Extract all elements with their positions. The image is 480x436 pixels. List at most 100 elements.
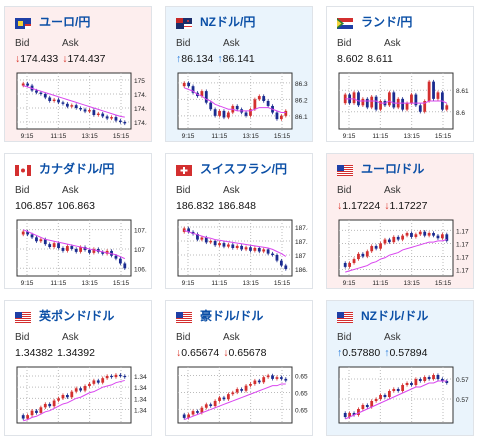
candle bbox=[361, 405, 365, 409]
chart-container[interactable]: 175 174.8 174.6 174.4 9:15 11:15 13:15 15:15 bbox=[13, 71, 147, 139]
candle bbox=[123, 263, 127, 269]
y-tick-label: 1.343 bbox=[134, 385, 147, 392]
price-chart: 0.657 0.656 0.655 bbox=[177, 366, 308, 424]
candle bbox=[191, 86, 195, 93]
y-tick-label: 86.3 bbox=[295, 81, 308, 88]
candle bbox=[383, 395, 387, 397]
ask-number: 106.863 bbox=[56, 200, 95, 212]
candle bbox=[70, 105, 74, 107]
rate-card-cadjpy[interactable]: カナダドル/円 Bid Ask 106.857 106.863 107.2 107 106.8… bbox=[4, 153, 152, 289]
rate-card-nzdjpy[interactable]: NZドル/円 Bid Ask ↑86.134 ↑86.141 86.3 86.2 86.1 9:… bbox=[165, 6, 313, 142]
candle bbox=[114, 255, 118, 259]
candle bbox=[57, 99, 60, 103]
chart-container[interactable]: 0.657 0.656 0.655 bbox=[174, 365, 308, 433]
candle bbox=[396, 236, 400, 240]
candle bbox=[396, 389, 400, 391]
x-tick-label: 9:15 bbox=[21, 133, 34, 139]
candle bbox=[436, 375, 440, 379]
chart-container[interactable]: 1.173 1.172 1.171 1.17 9:15 11:15 13:15 15:15 bbox=[335, 218, 469, 286]
currency-pair-link[interactable]: 豪ドル/ドル bbox=[200, 308, 264, 323]
currency-pair-link[interactable]: スイスフラン/円 bbox=[200, 161, 287, 176]
rate-card-chfjpy[interactable]: スイスフラン/円BidAsk186.832186.848187.4187.218… bbox=[165, 153, 313, 289]
rate-values: 106.857 106.863 bbox=[15, 200, 95, 212]
candle bbox=[213, 241, 217, 246]
candle bbox=[414, 94, 418, 106]
y-tick-label: 1.342 bbox=[134, 396, 147, 403]
x-tick-label: 9:15 bbox=[21, 280, 34, 286]
candle bbox=[279, 260, 283, 266]
candle bbox=[279, 115, 283, 120]
currency-pair-link[interactable]: ランド/円 bbox=[361, 14, 413, 29]
candle bbox=[343, 413, 347, 417]
candle bbox=[410, 383, 413, 385]
bid-label: Bid bbox=[176, 185, 191, 196]
chart-container[interactable]: 86.3 86.2 86.1 9:15 11:15 13:15 15:15 bbox=[174, 71, 308, 139]
moving-average-line bbox=[184, 87, 286, 114]
candle bbox=[213, 109, 217, 116]
candle bbox=[114, 117, 118, 121]
ask-number: 0.57894 bbox=[389, 347, 428, 359]
chart-container[interactable]: 107.2 107 106.8 9:15 11:15 13:15 15:15 bbox=[13, 218, 147, 286]
rate-card-eurusd[interactable]: ユーロ/ドルBidAsk↓1.17224↓1.172271.1731.1721.… bbox=[326, 153, 474, 289]
price-chart: 86.3 86.2 86.1 9:15 11:15 13:15 15:15 bbox=[177, 72, 308, 139]
currency-pair-link[interactable]: ユーロ/ドル bbox=[361, 161, 425, 176]
candle bbox=[83, 109, 87, 112]
candle bbox=[48, 244, 52, 248]
ask-label: Ask bbox=[62, 38, 79, 49]
candle bbox=[204, 91, 208, 103]
ask-value: ↓1.17227 bbox=[384, 200, 427, 212]
x-tick-label: 9:15 bbox=[182, 280, 195, 286]
candle bbox=[52, 400, 56, 407]
ask-number: 186.848 bbox=[217, 200, 256, 212]
candle bbox=[249, 247, 252, 251]
candle bbox=[105, 116, 109, 119]
price-chart: 107.2 107 106.8 9:15 11:15 13:15 15:15 bbox=[16, 219, 147, 286]
currency-pair-link[interactable]: 英ポンド/ドル bbox=[39, 308, 115, 323]
currency-pair-link[interactable]: カナダドル/円 bbox=[39, 161, 115, 176]
chart-container[interactable]: 1.344 1.343 1.342 1.341 bbox=[13, 365, 147, 433]
chart-plot-area bbox=[16, 219, 132, 277]
x-tick-label: 13:15 bbox=[404, 133, 421, 139]
chart-container[interactable]: 187.4 187.2 187 186.8 9:15 11:15 13:15 15:15 bbox=[174, 218, 308, 286]
x-tick-label: 11:15 bbox=[372, 133, 388, 139]
chart-plot-area bbox=[177, 72, 293, 130]
candle bbox=[357, 253, 360, 260]
candle bbox=[387, 239, 391, 243]
arrow-up-icon: ↑ bbox=[384, 347, 390, 359]
rate-card-gbpusd[interactable]: 英ポンド/ドルBidAsk1.343821.343921.3441.3431.3… bbox=[4, 300, 152, 436]
currency-pair-link[interactable]: NZドル/ドル bbox=[361, 308, 429, 323]
candle bbox=[235, 245, 239, 248]
candle bbox=[361, 253, 365, 257]
bid-value: 106.857 bbox=[15, 200, 53, 212]
currency-pair-link[interactable]: ユーロ/円 bbox=[39, 14, 91, 29]
y-tick-label: 174.6 bbox=[134, 106, 147, 113]
rate-card-audusd[interactable]: 豪ドル/ドルBidAsk↓0.65674↓0.656780.6570.6560.… bbox=[165, 300, 313, 436]
chart-container[interactable]: 0.579 0.578 bbox=[335, 365, 469, 433]
rate-card-zarjpy[interactable]: ランド/円 Bid Ask 8.602 8.611 8.61 8.6 9:15 11:15 13:… bbox=[326, 6, 474, 142]
rate-card-eurjpy[interactable]: ユーロ/円BidAsk↓174.433↓174.437175174.8174.6… bbox=[4, 6, 152, 142]
arrow-up-icon: ↑ bbox=[337, 347, 343, 359]
bid-value: ↓174.433 bbox=[15, 53, 58, 65]
y-tick-label: 1.344 bbox=[134, 374, 147, 381]
bid-label: Bid bbox=[15, 185, 30, 196]
x-tick-label: 13:15 bbox=[404, 280, 421, 286]
candle bbox=[83, 386, 87, 391]
chart-container[interactable]: 8.61 8.6 9:15 11:15 13:15 15:15 bbox=[335, 71, 469, 139]
bid-value: ↓0.65674 bbox=[176, 347, 219, 359]
candle bbox=[26, 415, 30, 419]
ask-label: Ask bbox=[62, 332, 79, 343]
arrow-down-icon: ↓ bbox=[176, 347, 182, 359]
ask-number: 0.65678 bbox=[228, 347, 267, 359]
currency-pair-link[interactable]: NZドル/円 bbox=[200, 14, 256, 29]
candle bbox=[118, 374, 122, 376]
candle bbox=[440, 379, 444, 381]
rate-values: ↑86.134 ↑86.141 bbox=[176, 53, 255, 65]
bid-number: 186.832 bbox=[176, 200, 214, 212]
candle bbox=[383, 239, 387, 244]
candle bbox=[379, 243, 382, 249]
candle bbox=[370, 246, 374, 252]
y-tick-label: 8.61 bbox=[456, 88, 469, 95]
candle bbox=[52, 99, 56, 101]
moving-average-line bbox=[345, 98, 448, 104]
